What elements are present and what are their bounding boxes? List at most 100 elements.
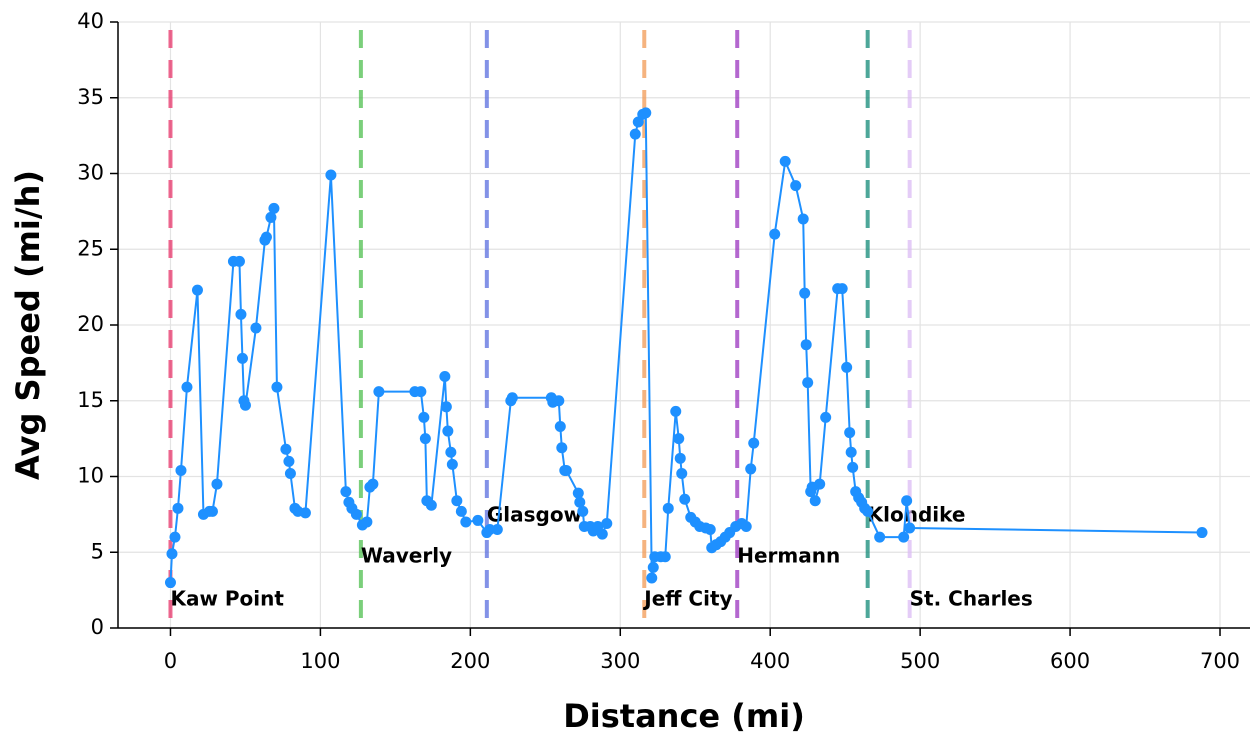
- location-label: Klondike: [868, 503, 966, 527]
- data-point: [790, 180, 802, 192]
- data-point: [901, 495, 913, 507]
- data-point: [367, 478, 379, 490]
- data-point: [206, 505, 218, 517]
- y-tick-label: 20: [77, 312, 104, 336]
- data-point: [845, 446, 857, 458]
- y-tick-label: 35: [77, 85, 104, 109]
- data-point: [455, 505, 467, 517]
- data-point: [236, 352, 248, 364]
- data-point: [460, 516, 472, 528]
- data-point: [676, 467, 688, 479]
- data-point: [769, 228, 781, 240]
- y-tick-label: 10: [77, 464, 104, 488]
- data-point: [283, 455, 295, 467]
- data-point: [674, 452, 686, 464]
- data-point: [239, 399, 251, 411]
- y-tick-label: 15: [77, 388, 104, 412]
- data-point: [445, 446, 457, 458]
- data-point: [415, 386, 427, 398]
- data-point: [271, 381, 283, 393]
- data-point: [235, 308, 247, 320]
- data-point: [472, 514, 484, 526]
- x-tick-label: 200: [450, 649, 490, 673]
- data-point: [814, 478, 826, 490]
- data-point: [670, 405, 682, 417]
- data-point: [820, 411, 832, 423]
- location-label: Jeff City: [642, 587, 732, 611]
- data-point: [260, 231, 272, 243]
- speed-line: [169, 111, 1203, 583]
- data-point: [299, 507, 311, 519]
- data-point: [440, 401, 452, 413]
- x-tick-label: 400: [750, 649, 790, 673]
- data-point: [560, 464, 572, 476]
- data-point: [844, 427, 856, 439]
- y-tick-label: 30: [77, 161, 104, 185]
- data-point: [491, 524, 503, 536]
- data-point: [418, 411, 430, 423]
- data-point: [574, 496, 586, 508]
- data-point: [373, 386, 385, 398]
- data-point: [446, 458, 458, 470]
- data-point: [647, 561, 659, 573]
- data-point: [572, 487, 584, 499]
- x-tick-label: 0: [164, 649, 177, 673]
- data-point: [361, 516, 373, 528]
- data-point: [800, 339, 812, 351]
- data-point: [679, 493, 691, 505]
- data-point: [506, 392, 518, 404]
- data-point: [425, 499, 437, 511]
- data-point: [646, 572, 658, 584]
- data-point: [164, 577, 176, 589]
- data-point: [280, 443, 292, 455]
- data-point: [596, 528, 608, 540]
- data-point: [250, 322, 262, 334]
- location-label: Waverly: [361, 544, 452, 568]
- location-label: Kaw Point: [170, 587, 284, 611]
- data-point: [268, 202, 280, 214]
- data-point: [659, 551, 671, 563]
- data-point: [265, 211, 277, 223]
- data-point: [350, 508, 362, 520]
- data-point: [874, 531, 886, 543]
- y-axis-title: Avg Speed (mi/h): [9, 170, 47, 480]
- data-point: [640, 107, 652, 119]
- data-point: [836, 283, 848, 295]
- location-label: Glasgow: [487, 503, 582, 527]
- data-point: [797, 213, 809, 225]
- data-point: [898, 531, 910, 543]
- data-point: [1196, 527, 1208, 539]
- data-point: [451, 495, 463, 507]
- data-point: [841, 361, 853, 373]
- data-point: [233, 255, 245, 267]
- y-tick-label: 40: [77, 9, 104, 33]
- data-point: [809, 495, 821, 507]
- data-point: [419, 433, 431, 445]
- data-point: [745, 463, 757, 475]
- data-point: [325, 169, 337, 181]
- data-point: [340, 486, 352, 498]
- data-point: [662, 502, 674, 514]
- data-point: [629, 128, 641, 140]
- data-point: [904, 522, 916, 534]
- location-label: St. Charles: [910, 587, 1033, 611]
- data-point: [862, 505, 874, 517]
- y-tick-label: 5: [91, 539, 104, 563]
- x-tick-label: 500: [900, 649, 940, 673]
- data-point: [799, 287, 811, 299]
- data-point: [577, 505, 589, 517]
- data-point: [439, 371, 451, 383]
- location-label: Hermann: [737, 544, 840, 568]
- data-point: [556, 442, 568, 454]
- x-tick-label: 100: [300, 649, 340, 673]
- y-tick-label: 25: [77, 236, 104, 260]
- data-point: [284, 467, 296, 479]
- data-point: [211, 478, 223, 490]
- data-point: [847, 461, 859, 473]
- data-point: [166, 548, 178, 560]
- data-point: [169, 531, 181, 543]
- data-point: [704, 524, 716, 536]
- data-point: [779, 155, 791, 167]
